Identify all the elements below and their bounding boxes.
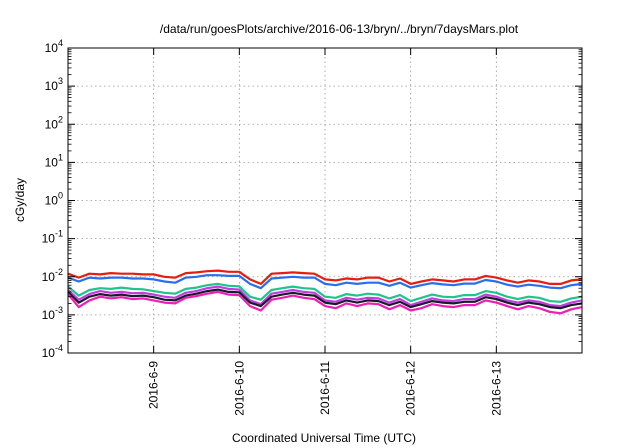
- grid: [68, 48, 582, 353]
- y-tick-label: 104: [45, 38, 63, 55]
- series-line-4: [67, 285, 583, 308]
- series-line-5: [67, 288, 583, 310]
- x-axis-label: Coordinated Universal Time (UTC): [232, 431, 416, 445]
- y-tick-label: 102: [45, 114, 63, 131]
- x-tick-label: 2016-6-9: [147, 361, 161, 409]
- series-lines: [67, 269, 583, 315]
- y-tick-label: 10-1: [42, 229, 63, 246]
- y-tick-label: 10-2: [42, 267, 63, 284]
- x-tick-label: 2016-6-13: [489, 361, 503, 416]
- y-axis-label: cGy/day: [13, 178, 27, 222]
- series-line-3: [67, 282, 583, 303]
- chart-title: /data/run/goesPlots/archive/2016-06-13/b…: [160, 22, 519, 36]
- y-tick-label: 10-4: [42, 343, 63, 360]
- series-line-2: [67, 274, 583, 290]
- series-line-1: [67, 269, 583, 285]
- x-axis-ticks: 2016-6-9 2016-6-10 2016-6-11 2016-6-12 2016-…: [147, 48, 503, 416]
- y-tick-label: 103: [45, 76, 63, 93]
- y-tick-label: 10-3: [42, 305, 63, 322]
- series-line-6: [67, 290, 583, 315]
- x-tick-label: 2016-6-12: [404, 361, 418, 416]
- x-tick-label: 2016-6-11: [318, 361, 332, 415]
- y-tick-label: 100: [45, 191, 63, 208]
- y-tick-label: 101: [45, 152, 63, 169]
- y-axis-ticks: 10-4 10-3 10-2 10-1 100 101 102 103 104: [42, 38, 582, 360]
- x-tick-label: 2016-6-10: [232, 361, 246, 416]
